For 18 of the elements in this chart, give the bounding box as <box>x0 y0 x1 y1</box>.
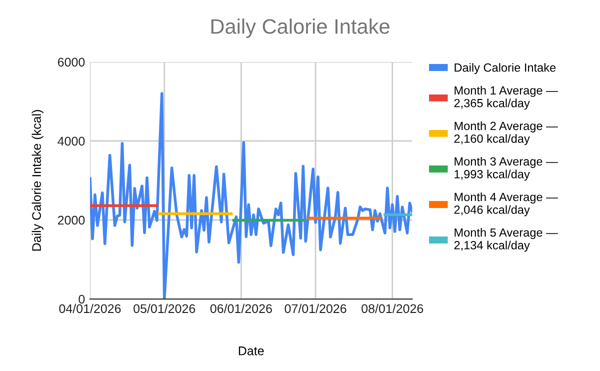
x-tick-label: 07/01/2026 <box>284 304 346 314</box>
y-tick-label: 0 <box>78 294 85 304</box>
legend-label: Month 3 Average — 1,993 kcal/day <box>454 156 558 181</box>
legend-label: Month 1 Average — 2,365 kcal/day <box>454 86 558 110</box>
legend-label: Month 2 Average — 2,160 kcal/day <box>454 121 558 146</box>
x-tick-label: 04/01/2026 <box>59 304 121 314</box>
chart-title: Daily Calorie Intake <box>211 18 390 38</box>
x-tick-label: 08/01/2026 <box>362 304 424 314</box>
x-tick-label: 06/01/2026 <box>210 304 272 314</box>
legend-label: Daily Calorie Intake <box>454 63 556 74</box>
x-tick-label: 05/01/2026 <box>134 304 196 314</box>
y-tick-label: 4000 <box>58 136 85 146</box>
x-axis-title: Date <box>238 346 264 356</box>
y-tick-label: 2000 <box>58 216 85 225</box>
y-tick-label: 6000 <box>58 58 85 67</box>
legend-label: Month 4 Average — 2,046 kcal/day <box>454 192 558 216</box>
legend-label: Month 5 Average — 2,134 kcal/day <box>454 228 558 252</box>
y-axis-title: Daily Calorie Intake (kcal) <box>32 110 44 251</box>
